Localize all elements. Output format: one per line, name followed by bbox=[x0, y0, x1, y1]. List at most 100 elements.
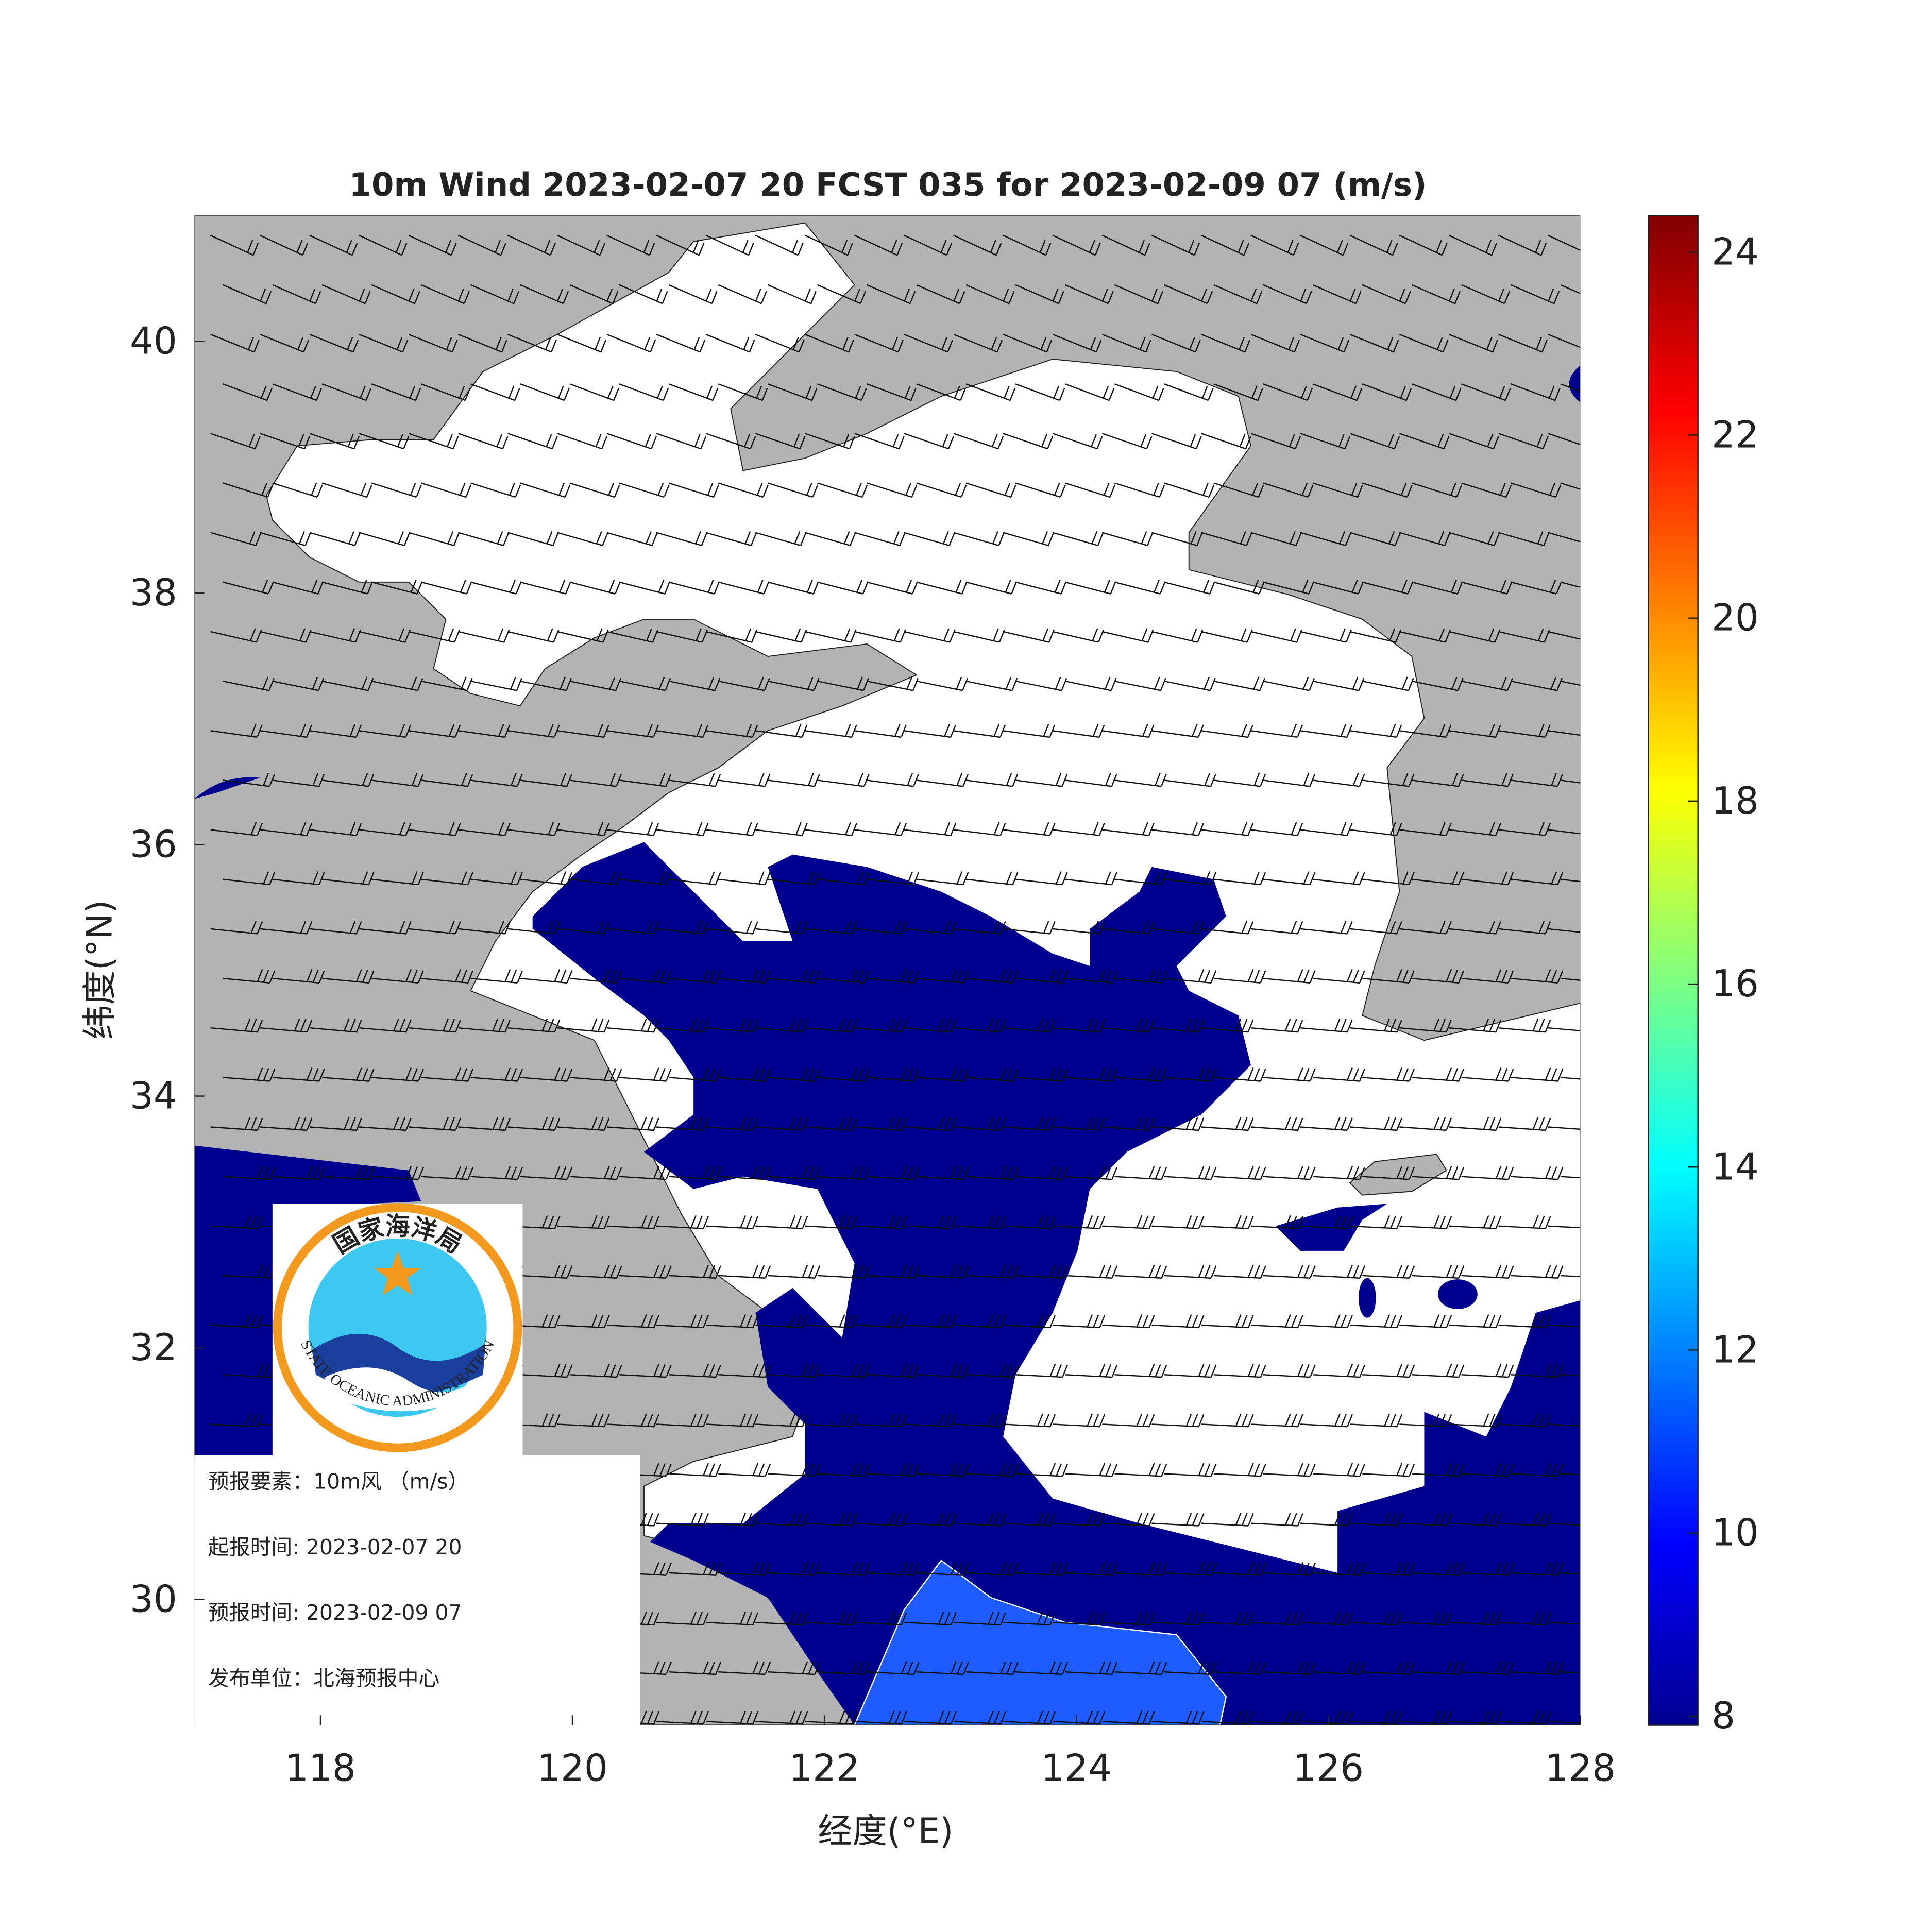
barb-flag bbox=[1235, 1215, 1242, 1228]
barb-flag bbox=[851, 969, 858, 982]
barb bbox=[1114, 878, 1162, 886]
barb bbox=[520, 581, 566, 595]
barb-flag bbox=[789, 1710, 796, 1724]
barb-flag bbox=[1346, 921, 1353, 934]
barb-flag bbox=[1297, 1513, 1303, 1526]
barb-flag bbox=[1458, 1364, 1465, 1378]
barb-flag bbox=[1256, 291, 1263, 304]
barb-flag bbox=[1601, 970, 1606, 982]
barb-flag bbox=[1352, 871, 1359, 885]
barb-flag bbox=[696, 822, 703, 835]
barb-flag bbox=[1204, 1068, 1211, 1081]
barb-flag bbox=[1587, 434, 1592, 447]
barb-flag bbox=[1551, 1068, 1557, 1081]
barb bbox=[1250, 234, 1294, 256]
barb-flag bbox=[566, 1166, 573, 1180]
barb-flag bbox=[901, 1067, 907, 1081]
barb-flag bbox=[659, 1463, 666, 1477]
barb-flag bbox=[316, 484, 323, 498]
barb-flag bbox=[1290, 628, 1296, 641]
barb bbox=[1263, 878, 1310, 886]
barb-flag bbox=[907, 773, 913, 786]
barb bbox=[1263, 581, 1309, 595]
barb bbox=[606, 631, 653, 643]
barb bbox=[1362, 878, 1410, 886]
barb-flag bbox=[311, 580, 318, 593]
barb-flag bbox=[1396, 1216, 1403, 1229]
barb-flag bbox=[901, 1711, 907, 1724]
barb-flag bbox=[1148, 1019, 1155, 1032]
barb-flag bbox=[1402, 871, 1409, 885]
barb-flag bbox=[1396, 823, 1402, 836]
barb-flag bbox=[1309, 1166, 1316, 1180]
barb bbox=[1560, 1176, 1581, 1179]
barb bbox=[272, 284, 316, 304]
barb bbox=[854, 433, 900, 450]
barb-flag bbox=[1043, 1711, 1050, 1724]
barb-flag bbox=[554, 1117, 561, 1131]
barb-flag bbox=[802, 1661, 808, 1674]
barb-flag bbox=[1104, 580, 1110, 593]
barb-flag bbox=[262, 676, 269, 690]
barb bbox=[1164, 284, 1208, 304]
barb-flag bbox=[991, 434, 998, 447]
barb-flag bbox=[899, 533, 906, 546]
barb-flag bbox=[798, 339, 805, 352]
barb-flag bbox=[597, 1019, 604, 1032]
barb-flag bbox=[1247, 1711, 1254, 1724]
barb-flag bbox=[1402, 1463, 1409, 1477]
barb-flag bbox=[988, 1413, 994, 1427]
barb-flag bbox=[1394, 436, 1400, 449]
barb-flag bbox=[1291, 920, 1297, 934]
barb bbox=[1114, 1077, 1162, 1082]
barb bbox=[817, 1077, 865, 1082]
barb-flag bbox=[1384, 1710, 1391, 1724]
barb-flag bbox=[711, 291, 718, 304]
barb-flag bbox=[1291, 1314, 1297, 1328]
barb-flag bbox=[1247, 1364, 1254, 1377]
barb-flag bbox=[517, 970, 523, 984]
barb-flag bbox=[1557, 1463, 1564, 1477]
barb bbox=[867, 383, 911, 401]
barb bbox=[1263, 1176, 1311, 1180]
barb bbox=[1449, 1522, 1496, 1527]
barb-flag bbox=[1532, 1215, 1539, 1228]
barb-flag bbox=[1145, 339, 1151, 352]
barb-flag bbox=[257, 1414, 263, 1427]
barb-flag bbox=[1060, 484, 1066, 498]
barb-flag bbox=[1595, 1364, 1600, 1377]
barb-flag bbox=[1551, 773, 1557, 786]
barb-flag bbox=[802, 969, 808, 982]
barb-flag bbox=[594, 240, 600, 253]
barb-flag bbox=[851, 1612, 858, 1625]
barb-flag bbox=[349, 628, 355, 641]
barb-flag bbox=[1439, 1215, 1446, 1229]
barb-flag bbox=[1595, 1216, 1600, 1229]
barb bbox=[1015, 680, 1062, 691]
barb bbox=[1250, 433, 1296, 450]
barb bbox=[1399, 1126, 1447, 1131]
barb bbox=[569, 581, 616, 595]
barb-flag bbox=[1284, 1710, 1291, 1724]
barb-flag bbox=[1589, 822, 1594, 835]
barb-flag bbox=[1409, 1463, 1415, 1477]
barb-flag bbox=[888, 1612, 895, 1625]
barb bbox=[1313, 1473, 1360, 1477]
barb-flag bbox=[950, 1315, 957, 1328]
barb-flag bbox=[452, 436, 459, 449]
barb-flag bbox=[516, 773, 523, 787]
barb-flag bbox=[715, 1463, 722, 1477]
barb-flag bbox=[856, 580, 863, 593]
barb-flag bbox=[1241, 1414, 1248, 1427]
barb bbox=[1313, 1572, 1360, 1576]
barb-flag bbox=[694, 434, 701, 447]
barb bbox=[1003, 433, 1048, 450]
barb bbox=[470, 779, 518, 787]
barb-flag bbox=[752, 1117, 759, 1131]
barb-flag bbox=[812, 484, 819, 498]
barb-flag bbox=[845, 1612, 852, 1625]
barb-flag bbox=[1043, 1513, 1050, 1526]
barb-flag bbox=[851, 1019, 858, 1032]
barb bbox=[669, 1176, 716, 1180]
barb-flag bbox=[1297, 1067, 1303, 1081]
